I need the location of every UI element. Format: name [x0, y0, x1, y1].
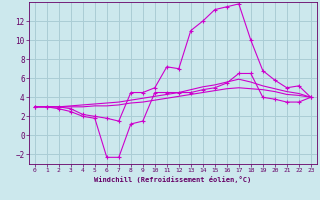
- X-axis label: Windchill (Refroidissement éolien,°C): Windchill (Refroidissement éolien,°C): [94, 176, 252, 183]
